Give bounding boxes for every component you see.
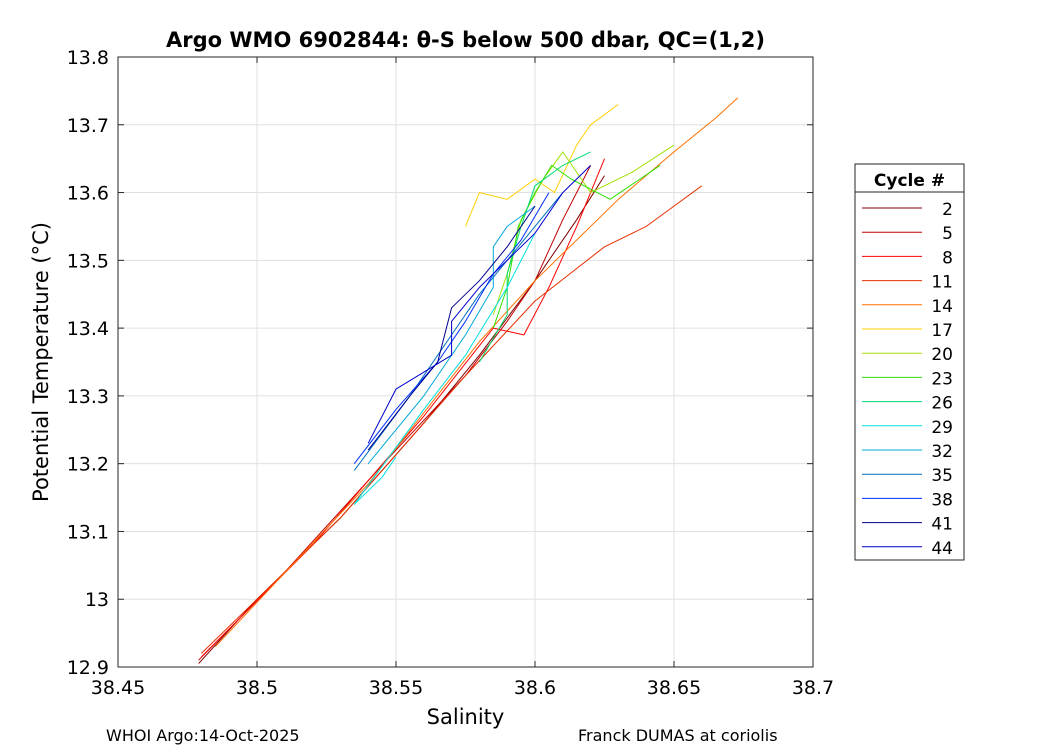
y-tick-label: 13.1 xyxy=(67,521,109,543)
x-tick-label: 38.5 xyxy=(236,677,278,699)
legend-label-cycle-14: 14 xyxy=(931,297,953,317)
series-line-cycle-23 xyxy=(492,164,661,329)
legend-label-cycle-2: 2 xyxy=(942,200,953,220)
x-tick-label: 38.65 xyxy=(647,677,701,699)
legend-label-cycle-11: 11 xyxy=(931,273,953,293)
legend-label-cycle-44: 44 xyxy=(931,539,953,559)
legend-label-cycle-26: 26 xyxy=(931,394,953,414)
legend-label-cycle-35: 35 xyxy=(931,466,953,486)
legend-label-cycle-8: 8 xyxy=(942,248,953,268)
series-line-cycle-38 xyxy=(353,192,550,465)
y-tick-label: 12.9 xyxy=(67,657,109,679)
legend-label-cycle-17: 17 xyxy=(931,321,953,341)
y-tick-label: 13 xyxy=(85,589,109,611)
legend-label-cycle-32: 32 xyxy=(931,442,953,462)
legend-label-cycle-23: 23 xyxy=(931,369,953,389)
chart-title: Argo WMO 6902844: θ-S below 500 dbar, QC… xyxy=(166,28,765,52)
legend-title: Cycle # xyxy=(874,171,945,191)
y-tick-label: 13.3 xyxy=(67,386,109,408)
legend-box xyxy=(854,163,965,561)
plot-area xyxy=(118,57,813,667)
y-tick-label: 13.4 xyxy=(67,318,109,340)
legend-label-cycle-20: 20 xyxy=(931,345,953,365)
y-tick-label: 13.7 xyxy=(67,115,109,137)
x-axis-label: Salinity xyxy=(427,705,505,729)
series-line-cycle-41 xyxy=(367,205,536,451)
series-line-cycle-32 xyxy=(367,205,536,465)
footer-left: WHOI Argo:14-Oct-2025 xyxy=(106,726,300,745)
axes-box xyxy=(117,56,814,668)
series-line-cycle-44 xyxy=(367,165,591,444)
legend-label-cycle-5: 5 xyxy=(942,224,953,244)
x-tick-label: 38.6 xyxy=(514,677,556,699)
x-tick-label: 38.45 xyxy=(91,677,145,699)
series-line-cycle-29 xyxy=(353,232,536,505)
x-tick-label: 38.7 xyxy=(792,677,834,699)
footer-right: Franck DUMAS at coriolis xyxy=(578,726,778,745)
legend-label-cycle-41: 41 xyxy=(931,515,953,535)
y-tick-label: 13.8 xyxy=(67,47,109,69)
y-tick-label: 13.5 xyxy=(67,250,109,272)
series-line-cycle-17 xyxy=(465,103,619,227)
series-line-cycle-5 xyxy=(198,165,592,661)
y-tick-label: 13.2 xyxy=(67,454,109,476)
legend-label-cycle-38: 38 xyxy=(931,490,953,510)
y-axis-label: Potential Temperature (°C) xyxy=(29,222,53,502)
y-tick-label: 13.6 xyxy=(67,183,109,205)
x-tick-label: 38.55 xyxy=(369,677,423,699)
legend-label-cycle-29: 29 xyxy=(931,418,953,438)
